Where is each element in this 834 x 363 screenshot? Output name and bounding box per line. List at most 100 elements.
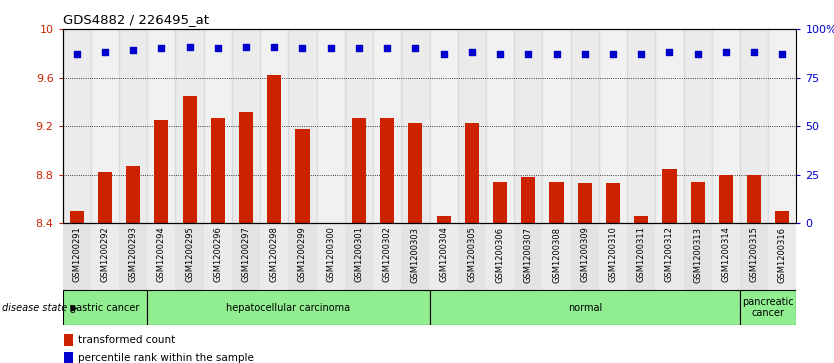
- Bar: [91, 29, 119, 223]
- Bar: [486, 29, 515, 223]
- Bar: [373, 29, 401, 223]
- Bar: [267, 75, 281, 223]
- Bar: [232, 223, 260, 290]
- Bar: [154, 120, 168, 223]
- Point: [183, 44, 196, 49]
- Text: GSM1200298: GSM1200298: [269, 227, 279, 282]
- Bar: [627, 223, 656, 290]
- Bar: [260, 29, 289, 223]
- Bar: [656, 223, 684, 290]
- Point: [494, 52, 507, 57]
- Text: transformed count: transformed count: [78, 335, 175, 345]
- Bar: [317, 223, 344, 290]
- Point: [352, 45, 365, 51]
- Bar: [203, 29, 232, 223]
- Point: [578, 52, 591, 57]
- Bar: [183, 96, 197, 223]
- Bar: [148, 29, 175, 223]
- Text: pancreatic
cancer: pancreatic cancer: [742, 297, 794, 318]
- Bar: [436, 216, 450, 223]
- Bar: [63, 223, 91, 290]
- Text: gastric cancer: gastric cancer: [70, 303, 139, 313]
- Bar: [232, 29, 260, 223]
- Bar: [656, 29, 684, 223]
- Bar: [91, 223, 119, 290]
- Point: [211, 45, 224, 51]
- Text: GSM1200303: GSM1200303: [411, 227, 420, 283]
- Bar: [175, 29, 203, 223]
- Bar: [380, 118, 394, 223]
- Bar: [627, 29, 656, 223]
- Bar: [740, 290, 796, 325]
- Point: [437, 52, 450, 57]
- Bar: [289, 29, 317, 223]
- Text: GSM1200294: GSM1200294: [157, 227, 166, 282]
- Bar: [430, 29, 458, 223]
- Bar: [740, 29, 768, 223]
- Text: GSM1200310: GSM1200310: [609, 227, 617, 282]
- Bar: [719, 175, 733, 223]
- Point: [127, 48, 140, 53]
- Bar: [458, 223, 486, 290]
- Bar: [486, 223, 515, 290]
- Bar: [211, 118, 225, 223]
- Point: [719, 49, 732, 55]
- Bar: [458, 29, 486, 223]
- Point: [747, 49, 761, 55]
- Bar: [711, 223, 740, 290]
- Text: GSM1200308: GSM1200308: [552, 227, 561, 283]
- Point: [521, 52, 535, 57]
- Bar: [599, 223, 627, 290]
- Bar: [768, 29, 796, 223]
- Text: normal: normal: [568, 303, 602, 313]
- Bar: [599, 29, 627, 223]
- Text: disease state ▶: disease state ▶: [2, 303, 78, 313]
- Point: [663, 49, 676, 55]
- Bar: [550, 182, 564, 223]
- Text: GSM1200312: GSM1200312: [665, 227, 674, 282]
- Text: GSM1200302: GSM1200302: [383, 227, 392, 282]
- Bar: [344, 223, 373, 290]
- Bar: [570, 223, 599, 290]
- Text: GSM1200309: GSM1200309: [580, 227, 590, 282]
- Text: GSM1200316: GSM1200316: [778, 227, 786, 283]
- Bar: [64, 352, 73, 363]
- Text: GSM1200292: GSM1200292: [100, 227, 109, 282]
- Bar: [203, 223, 232, 290]
- Text: GSM1200291: GSM1200291: [73, 227, 81, 282]
- Bar: [684, 223, 711, 290]
- Point: [550, 52, 563, 57]
- Point: [380, 45, 394, 51]
- Text: GSM1200314: GSM1200314: [721, 227, 731, 282]
- Text: GSM1200305: GSM1200305: [467, 227, 476, 282]
- Text: GSM1200299: GSM1200299: [298, 227, 307, 282]
- Text: GSM1200306: GSM1200306: [495, 227, 505, 283]
- Point: [465, 49, 479, 55]
- Bar: [662, 169, 676, 223]
- Bar: [148, 223, 175, 290]
- Bar: [352, 118, 366, 223]
- Bar: [401, 223, 430, 290]
- Bar: [373, 223, 401, 290]
- Bar: [63, 29, 91, 223]
- Point: [606, 52, 620, 57]
- Bar: [63, 290, 148, 325]
- Point: [239, 44, 253, 49]
- Point: [324, 45, 338, 51]
- Text: percentile rank within the sample: percentile rank within the sample: [78, 353, 254, 363]
- Bar: [542, 223, 570, 290]
- Text: GSM1200297: GSM1200297: [242, 227, 250, 282]
- Bar: [606, 183, 620, 223]
- Bar: [465, 122, 479, 223]
- Point: [776, 52, 789, 57]
- Bar: [634, 216, 648, 223]
- Text: GSM1200301: GSM1200301: [354, 227, 364, 282]
- Point: [98, 49, 112, 55]
- Bar: [430, 290, 740, 325]
- Bar: [521, 177, 535, 223]
- Bar: [578, 183, 592, 223]
- Bar: [691, 182, 705, 223]
- Bar: [430, 223, 458, 290]
- Point: [154, 45, 168, 51]
- Bar: [401, 29, 430, 223]
